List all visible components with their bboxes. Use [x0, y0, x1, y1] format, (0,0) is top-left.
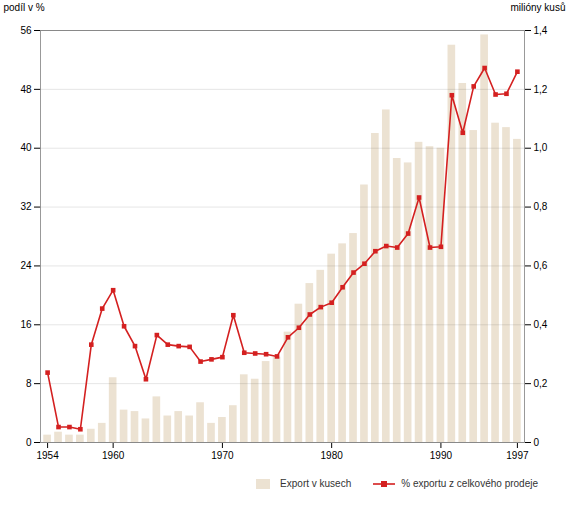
svg-text:32: 32 — [20, 201, 32, 212]
svg-text:16: 16 — [20, 319, 32, 330]
svg-text:1997: 1997 — [506, 450, 529, 461]
svg-text:8: 8 — [26, 378, 32, 389]
svg-text:0: 0 — [534, 437, 540, 448]
svg-text:1960: 1960 — [102, 450, 125, 461]
svg-text:0,6: 0,6 — [534, 260, 548, 271]
html-text:Export v kusech: Export v kusech — [280, 478, 352, 489]
svg-text:48: 48 — [20, 84, 32, 95]
svg-text:podíl v %: podíl v % — [4, 2, 45, 13]
svg-text:1990: 1990 — [430, 450, 453, 461]
svg-text:1,2: 1,2 — [534, 84, 548, 95]
svg-text:0,8: 0,8 — [534, 201, 548, 212]
html-text:% exportu z celkového prodeje: % exportu z celkového prodeje — [401, 478, 538, 489]
svg-text:1,4: 1,4 — [534, 25, 548, 36]
svg-text:milióny kusů: milióny kusů — [510, 2, 565, 13]
svg-text:1954: 1954 — [36, 450, 59, 461]
svg-text:1970: 1970 — [211, 450, 234, 461]
svg-text:1980: 1980 — [321, 450, 344, 461]
svg-text:56: 56 — [20, 25, 32, 36]
svg-text:0: 0 — [26, 437, 32, 448]
svg-text:40: 40 — [20, 142, 32, 153]
svg-text:0,4: 0,4 — [534, 319, 548, 330]
svg-text:0,2: 0,2 — [534, 378, 548, 389]
svg-text:1,0: 1,0 — [534, 142, 548, 153]
svg-text:24: 24 — [20, 260, 32, 271]
